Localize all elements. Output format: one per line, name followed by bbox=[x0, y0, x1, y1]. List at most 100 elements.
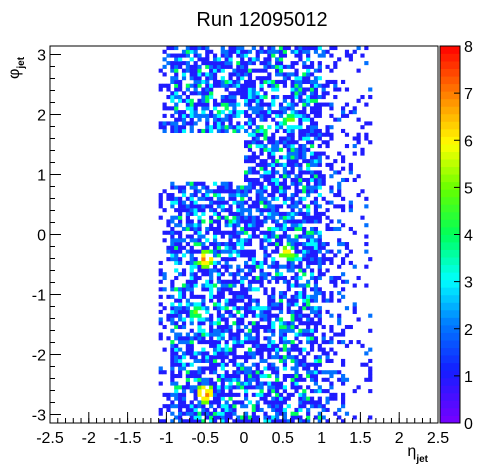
heatmap-cell bbox=[271, 324, 276, 330]
heatmap-cell bbox=[224, 230, 229, 235]
heatmap-cell bbox=[259, 193, 264, 198]
color-scale-tick-label: 6 bbox=[464, 133, 473, 150]
heatmap-cell bbox=[333, 83, 338, 88]
heatmap-cell bbox=[174, 275, 179, 281]
heatmap-cell bbox=[290, 411, 295, 416]
heatmap-cell bbox=[294, 324, 299, 330]
heatmap-cell bbox=[247, 415, 253, 420]
heatmap-cell bbox=[275, 170, 280, 175]
heatmap-cell bbox=[251, 226, 256, 232]
heatmap-cell bbox=[278, 113, 284, 118]
x-tick-label: -2.5 bbox=[36, 430, 64, 447]
heatmap-cell bbox=[209, 343, 214, 348]
heatmap-cell bbox=[247, 49, 253, 54]
heatmap-cell bbox=[185, 340, 190, 345]
heatmap-cell bbox=[205, 238, 210, 243]
heatmap-cell bbox=[329, 189, 334, 194]
heatmap-cell bbox=[197, 76, 202, 81]
heatmap-cell bbox=[216, 272, 222, 277]
heatmap-cell bbox=[306, 87, 311, 92]
heatmap-cell bbox=[317, 211, 322, 216]
heatmap-cell bbox=[212, 79, 218, 84]
heatmap-cell bbox=[224, 87, 229, 92]
color-scale-segment bbox=[440, 264, 460, 273]
heatmap-cell bbox=[181, 324, 187, 330]
heatmap-cell bbox=[263, 136, 268, 141]
heatmap-cell bbox=[228, 208, 233, 213]
heatmap-cell bbox=[212, 61, 218, 66]
heatmap-cell bbox=[236, 83, 241, 88]
x-axis-label: ηjet bbox=[407, 443, 428, 465]
heatmap-cell bbox=[224, 102, 229, 107]
heatmap-cell bbox=[174, 415, 179, 420]
heatmap-cell bbox=[290, 147, 295, 152]
heatmap-cell bbox=[267, 215, 272, 220]
heatmap-cell bbox=[201, 268, 206, 273]
heatmap-cell bbox=[306, 317, 311, 322]
heatmap-cell bbox=[193, 355, 198, 360]
heatmap-cell bbox=[251, 351, 256, 356]
heatmap-cell bbox=[321, 49, 326, 54]
heatmap-cell bbox=[197, 317, 202, 322]
heatmap-cell bbox=[236, 291, 241, 296]
heatmap-cell bbox=[321, 332, 326, 337]
heatmap-cell bbox=[344, 102, 350, 107]
heatmap-cell bbox=[294, 219, 299, 224]
heatmap-cell bbox=[255, 144, 260, 149]
heatmap-cell bbox=[259, 117, 264, 122]
heatmap-cell bbox=[298, 407, 303, 412]
heatmap-cell bbox=[286, 151, 291, 156]
heatmap-cell bbox=[251, 249, 256, 254]
heatmap-cell bbox=[181, 268, 187, 273]
heatmap-cell bbox=[317, 162, 322, 167]
heatmap-cell bbox=[185, 373, 190, 379]
heatmap-cell bbox=[236, 200, 241, 205]
heatmap-cell bbox=[286, 257, 291, 262]
heatmap-cell bbox=[205, 392, 210, 397]
heatmap-cell bbox=[228, 64, 233, 69]
heatmap-cell bbox=[364, 234, 369, 239]
heatmap-cell bbox=[267, 264, 272, 269]
heatmap-cell bbox=[193, 200, 198, 205]
color-scale-segment bbox=[440, 113, 460, 122]
heatmap-cell bbox=[309, 177, 315, 183]
heatmap-cell bbox=[247, 321, 253, 326]
heatmap-cell bbox=[309, 162, 315, 167]
heatmap-cell bbox=[205, 79, 210, 84]
heatmap-cell bbox=[317, 113, 322, 118]
heatmap-cell bbox=[298, 358, 303, 363]
heatmap-cell bbox=[263, 257, 268, 262]
heatmap-cell bbox=[181, 98, 187, 103]
heatmap-cell bbox=[185, 313, 190, 318]
heatmap-cells bbox=[158, 46, 373, 424]
heatmap-cell bbox=[170, 113, 175, 118]
heatmap-cell bbox=[193, 257, 198, 262]
heatmap-cell bbox=[275, 79, 280, 84]
heatmap-cell bbox=[298, 196, 303, 201]
heatmap-cell bbox=[201, 72, 206, 77]
heatmap-cell bbox=[174, 287, 179, 292]
heatmap-cell bbox=[197, 313, 202, 318]
heatmap-cell bbox=[185, 49, 190, 54]
heatmap-cell bbox=[337, 57, 342, 62]
heatmap-cell bbox=[275, 140, 280, 145]
heatmap-cell bbox=[317, 174, 322, 179]
heatmap-cell bbox=[360, 53, 365, 58]
heatmap-cell bbox=[325, 407, 330, 412]
heatmap-cell bbox=[313, 298, 319, 303]
heatmap-cell bbox=[306, 306, 311, 311]
heatmap-cell bbox=[232, 189, 237, 194]
heatmap-cell bbox=[306, 253, 311, 258]
heatmap-cell bbox=[309, 373, 315, 379]
heatmap-cell bbox=[302, 102, 307, 107]
heatmap-cell bbox=[251, 253, 256, 258]
heatmap-cell bbox=[275, 211, 280, 216]
heatmap-cell bbox=[247, 181, 253, 186]
heatmap-cell bbox=[337, 193, 342, 198]
heatmap-cell bbox=[178, 245, 183, 250]
heatmap-cell bbox=[282, 264, 287, 269]
heatmap-cell bbox=[271, 260, 276, 265]
heatmap-cell bbox=[220, 46, 225, 51]
heatmap-cell bbox=[247, 140, 253, 145]
heatmap-cell bbox=[205, 64, 210, 69]
